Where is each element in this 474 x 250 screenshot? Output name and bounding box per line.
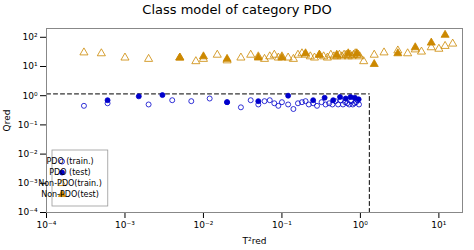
svg-text:10⁰: 10⁰ — [22, 91, 37, 101]
svg-text:10¹: 10¹ — [22, 61, 37, 71]
svg-text:10¹: 10¹ — [431, 220, 446, 230]
svg-text:10⁻⁴: 10⁻⁴ — [37, 220, 57, 230]
svg-text:T²red: T²red — [242, 236, 267, 246]
svg-text:10²: 10² — [22, 32, 37, 42]
svg-text:10⁻¹: 10⁻¹ — [18, 120, 38, 130]
svg-text:10⁻⁴: 10⁻⁴ — [18, 207, 38, 217]
svg-text:Non-PDO(test): Non-PDO(test) — [41, 190, 99, 199]
svg-text:Qred: Qred — [2, 110, 12, 132]
svg-text:10⁻³: 10⁻³ — [18, 178, 38, 188]
svg-text:10⁻¹: 10⁻¹ — [272, 220, 292, 230]
html-text:Class model of category PDO: Class model of category PDO — [142, 2, 332, 17]
svg-text:Non-PDO(train.): Non-PDO(train.) — [38, 179, 102, 188]
svg-text:PDO (test): PDO (test) — [49, 168, 90, 177]
svg-text:10⁻³: 10⁻³ — [115, 220, 135, 230]
svg-text:10⁻²: 10⁻² — [18, 149, 38, 159]
svg-text:10⁻²: 10⁻² — [194, 220, 214, 230]
svg-text:10⁰: 10⁰ — [353, 220, 368, 230]
svg-text:PDO (train.): PDO (train.) — [46, 157, 93, 166]
